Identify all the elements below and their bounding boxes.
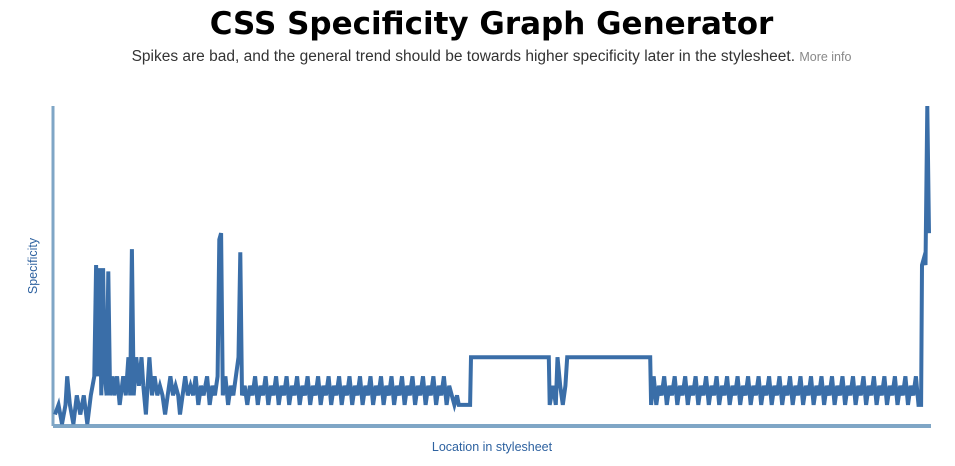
- more-info-link[interactable]: More info: [799, 50, 852, 64]
- x-axis-label: Location in stylesheet: [432, 440, 553, 454]
- subtitle-text: Spikes are bad, and the general trend sh…: [131, 48, 796, 65]
- y-axis-label: Specificity: [26, 237, 40, 294]
- page-subtitle: Spikes are bad, and the general trend sh…: [0, 48, 955, 66]
- specificity-series-line: [53, 105, 931, 425]
- page-title: CSS Specificity Graph Generator: [209, 6, 774, 42]
